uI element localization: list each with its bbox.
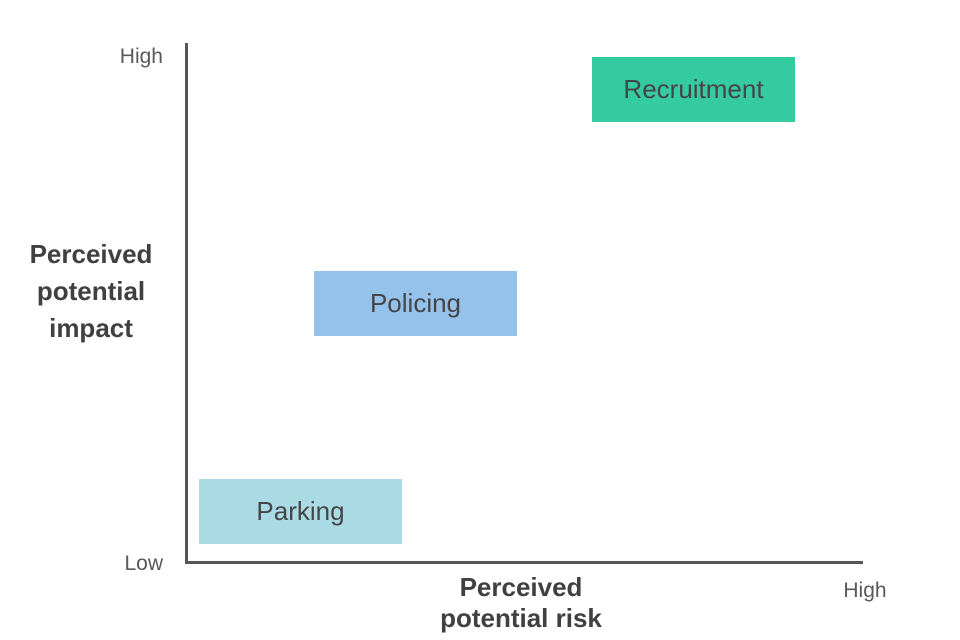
- plot-area: [185, 43, 863, 564]
- chart-box-policing: Policing: [314, 271, 517, 336]
- x-axis-high-label: High: [843, 579, 887, 602]
- x-axis-title: Perceived potential risk: [440, 572, 602, 633]
- y-axis-title: Perceived potential impact: [29, 239, 153, 343]
- y-axis-high-label: High: [119, 45, 163, 68]
- chart-box-parking: Parking: [199, 479, 402, 544]
- y-axis-low-label: Low: [124, 552, 163, 575]
- chart-box-recruitment: Recruitment: [592, 57, 795, 122]
